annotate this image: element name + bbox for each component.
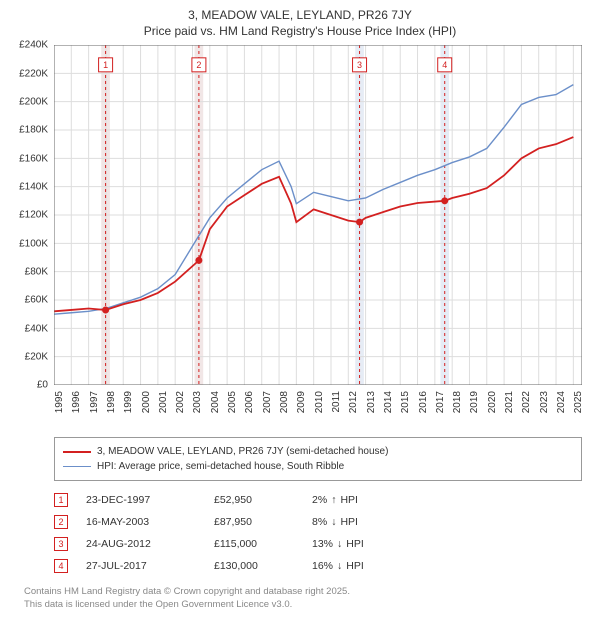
x-tick-label: 1998 <box>106 391 117 413</box>
event-pct: 13% ↓ HPI <box>312 538 412 550</box>
event-dot <box>356 219 363 226</box>
event-pct: 2% ↑ HPI <box>312 494 412 506</box>
x-tick-label: 2016 <box>418 391 429 413</box>
x-tick-label: 2024 <box>556 391 567 413</box>
event-pct: 8% ↓ HPI <box>312 516 412 528</box>
x-tick-label: 2002 <box>175 391 186 413</box>
x-tick-label: 2010 <box>314 391 325 413</box>
y-tick-label: £60K <box>25 295 48 306</box>
y-tick-label: £0 <box>37 380 48 391</box>
event-row: 2 16-MAY-2003 £87,950 8% ↓ HPI <box>54 511 582 533</box>
x-tick-label: 2005 <box>227 391 238 413</box>
legend-box: 3, MEADOW VALE, LEYLAND, PR26 7JY (semi-… <box>54 437 582 481</box>
x-tick-label: 2009 <box>296 391 307 413</box>
event-date: 23-DEC-1997 <box>86 494 196 506</box>
x-tick-label: 2003 <box>192 391 203 413</box>
event-label-num: 3 <box>357 60 362 70</box>
chart-title: 3, MEADOW VALE, LEYLAND, PR26 7JY Price … <box>12 8 588 39</box>
footer-line2: This data is licensed under the Open Gov… <box>24 598 582 611</box>
event-row-marker: 2 <box>54 515 68 529</box>
y-tick-label: £120K <box>19 210 48 221</box>
x-tick-label: 2012 <box>348 391 359 413</box>
x-tick-label: 2019 <box>469 391 480 413</box>
x-tick-label: 2013 <box>366 391 377 413</box>
y-tick-label: £40K <box>25 323 48 334</box>
event-dot <box>441 198 448 205</box>
chart-plot-area: £0£20K£40K£60K£80K£100K£120K£140K£160K£1… <box>54 45 582 385</box>
event-price: £130,000 <box>214 560 294 572</box>
x-tick-label: 2001 <box>158 391 169 413</box>
legend-swatch <box>63 466 91 468</box>
footer-attribution: Contains HM Land Registry data © Crown c… <box>24 585 582 612</box>
y-tick-label: £240K <box>19 40 48 51</box>
event-row: 1 23-DEC-1997 £52,950 2% ↑ HPI <box>54 489 582 511</box>
legend-label: HPI: Average price, semi-detached house,… <box>97 459 344 474</box>
event-row-marker: 1 <box>54 493 68 507</box>
x-tick-label: 2021 <box>504 391 515 413</box>
y-tick-label: £140K <box>19 181 48 192</box>
event-row-marker: 4 <box>54 559 68 573</box>
arrow-down-icon: ↓ <box>337 538 342 550</box>
line-chart-svg: 1 2 3 4 <box>54 45 582 385</box>
event-label-num: 1 <box>103 60 108 70</box>
arrow-down-icon: ↓ <box>337 560 342 572</box>
x-tick-label: 2004 <box>210 391 221 413</box>
y-tick-label: £80K <box>25 266 48 277</box>
legend-item: HPI: Average price, semi-detached house,… <box>63 459 573 474</box>
event-label-num: 4 <box>442 60 447 70</box>
x-axis-labels: 1995 1996 1997 1998 1999 2000 2001 2002 2003 2004… <box>54 389 582 429</box>
legend-swatch <box>63 451 91 453</box>
x-tick-label: 2018 <box>452 391 463 413</box>
event-row: 4 27-JUL-2017 £130,000 16% ↓ HPI <box>54 555 582 577</box>
event-price: £52,950 <box>214 494 294 506</box>
x-tick-label: 1996 <box>71 391 82 413</box>
y-tick-label: £100K <box>19 238 48 249</box>
events-table: 1 23-DEC-1997 £52,950 2% ↑ HPI 2 16-MAY-… <box>54 489 582 577</box>
x-tick-label: 2007 <box>262 391 273 413</box>
legend-label: 3, MEADOW VALE, LEYLAND, PR26 7JY (semi-… <box>97 444 388 459</box>
y-tick-label: £200K <box>19 96 48 107</box>
x-tick-label: 2023 <box>539 391 550 413</box>
x-tick-label: 2017 <box>435 391 446 413</box>
event-dot <box>195 257 202 264</box>
footer-line1: Contains HM Land Registry data © Crown c… <box>24 585 582 598</box>
x-tick-label: 2022 <box>521 391 532 413</box>
arrow-up-icon: ↑ <box>331 494 336 506</box>
event-row-marker: 3 <box>54 537 68 551</box>
x-tick-label: 1995 <box>54 391 65 413</box>
title-address: 3, MEADOW VALE, LEYLAND, PR26 7JY <box>12 8 588 24</box>
x-tick-label: 2015 <box>400 391 411 413</box>
y-tick-label: £160K <box>19 153 48 164</box>
event-row: 3 24-AUG-2012 £115,000 13% ↓ HPI <box>54 533 582 555</box>
x-tick-label: 2014 <box>383 391 394 413</box>
x-tick-label: 2020 <box>487 391 498 413</box>
x-tick-label: 2008 <box>279 391 290 413</box>
event-label-num: 2 <box>196 60 201 70</box>
event-dot <box>102 307 109 314</box>
event-price: £87,950 <box>214 516 294 528</box>
event-date: 27-JUL-2017 <box>86 560 196 572</box>
x-tick-label: 2000 <box>141 391 152 413</box>
event-pct: 16% ↓ HPI <box>312 560 412 572</box>
event-price: £115,000 <box>214 538 294 550</box>
x-tick-label: 1997 <box>89 391 100 413</box>
y-tick-label: £220K <box>19 68 48 79</box>
y-tick-label: £20K <box>25 351 48 362</box>
x-tick-label: 1999 <box>123 391 134 413</box>
x-tick-label: 2025 <box>573 391 584 413</box>
x-tick-label: 2006 <box>244 391 255 413</box>
x-tick-label: 2011 <box>331 391 342 413</box>
event-date: 24-AUG-2012 <box>86 538 196 550</box>
event-date: 16-MAY-2003 <box>86 516 196 528</box>
title-subtitle: Price paid vs. HM Land Registry's House … <box>12 24 588 40</box>
chart-container: { "title": { "line1": "3, MEADOW VALE, L… <box>0 0 600 620</box>
y-tick-label: £180K <box>19 125 48 136</box>
y-axis-labels: £0£20K£40K£60K£80K£100K£120K£140K£160K£1… <box>12 45 52 385</box>
arrow-down-icon: ↓ <box>331 516 336 528</box>
legend-item: 3, MEADOW VALE, LEYLAND, PR26 7JY (semi-… <box>63 444 573 459</box>
